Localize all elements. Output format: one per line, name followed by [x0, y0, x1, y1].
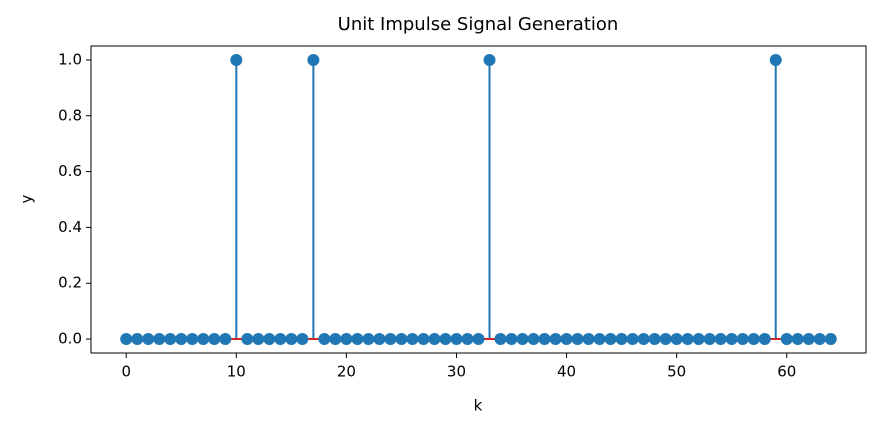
- x-tick-label: 30: [447, 363, 466, 381]
- stem-marker: [241, 333, 254, 346]
- stem-marker: [120, 333, 133, 346]
- stem-marker: [373, 333, 386, 346]
- y-tick-label: 0.6: [58, 162, 82, 180]
- x-tick-label: 60: [777, 363, 796, 381]
- chart-title: Unit Impulse Signal Generation: [338, 14, 619, 35]
- stem-marker: [274, 333, 287, 346]
- stem-marker: [714, 333, 727, 346]
- x-tick-label: 0: [121, 363, 131, 381]
- y-tick-label: 0.0: [58, 330, 82, 348]
- stem-marker: [230, 53, 243, 66]
- stem-marker: [318, 333, 331, 346]
- stem-marker: [197, 333, 210, 346]
- stem-marker: [461, 333, 474, 346]
- stem-marker: [164, 333, 177, 346]
- stem-marker: [219, 333, 232, 346]
- stem-marker: [395, 333, 408, 346]
- x-tick-label: 20: [337, 363, 356, 381]
- stem-marker: [692, 333, 705, 346]
- stem-marker: [131, 333, 144, 346]
- stem-marker: [285, 333, 298, 346]
- stem-marker: [483, 53, 496, 66]
- stem-marker: [439, 333, 452, 346]
- stem-marker: [428, 333, 441, 346]
- stem-marker: [593, 333, 606, 346]
- stem-marker: [780, 333, 793, 346]
- stem-marker: [538, 333, 551, 346]
- stem-marker: [417, 333, 430, 346]
- stem-marker: [505, 333, 518, 346]
- stem-marker: [296, 333, 309, 346]
- stem-marker: [494, 333, 507, 346]
- y-tick-label: 0.2: [58, 274, 82, 292]
- stem-marker: [186, 333, 199, 346]
- stem-marker: [208, 333, 221, 346]
- stem-marker: [384, 333, 397, 346]
- stem-marker: [516, 333, 529, 346]
- stem-marker: [648, 333, 661, 346]
- stem-marker: [736, 333, 749, 346]
- stem-marker: [472, 333, 485, 346]
- stem-marker: [791, 333, 804, 346]
- x-tick-label: 10: [227, 363, 246, 381]
- y-tick-label: 1.0: [58, 50, 82, 68]
- stem-marker: [560, 333, 573, 346]
- stem-marker: [626, 333, 639, 346]
- stem-marker: [703, 333, 716, 346]
- stem-marker: [406, 333, 419, 346]
- stem-marker: [263, 333, 276, 346]
- x-tick-label: 50: [667, 363, 686, 381]
- y-tick-label: 0.8: [58, 106, 82, 124]
- stem-marker: [142, 333, 155, 346]
- y-tick-label: 0.4: [58, 218, 82, 236]
- stem-marker: [747, 333, 760, 346]
- stem-marker: [582, 333, 595, 346]
- stem-marker: [670, 333, 683, 346]
- plot-frame: [90, 45, 867, 354]
- stem-marker: [571, 333, 584, 346]
- x-axis-label: k: [474, 397, 483, 415]
- stem-marker: [329, 333, 342, 346]
- stem-marker: [153, 333, 166, 346]
- stem-marker: [351, 333, 364, 346]
- stem-marker: [769, 53, 782, 66]
- stem-marker: [340, 333, 353, 346]
- stem-marker: [758, 333, 771, 346]
- stem-marker: [175, 333, 188, 346]
- x-tick-label: 40: [557, 363, 576, 381]
- stem-marker: [813, 333, 826, 346]
- stem-marker: [659, 333, 672, 346]
- stem-marker: [824, 333, 837, 346]
- stem-marker: [637, 333, 650, 346]
- stem-marker: [450, 333, 463, 346]
- stem-marker: [604, 333, 617, 346]
- stem-marker: [362, 333, 375, 346]
- stem-marker: [527, 333, 540, 346]
- stem-marker: [307, 53, 320, 66]
- stem-marker: [802, 333, 815, 346]
- stem-marker: [615, 333, 628, 346]
- y-axis-label: y: [18, 194, 36, 203]
- stem-marker: [681, 333, 694, 346]
- stem-marker: [549, 333, 562, 346]
- stem-marker: [252, 333, 265, 346]
- stem-marker: [725, 333, 738, 346]
